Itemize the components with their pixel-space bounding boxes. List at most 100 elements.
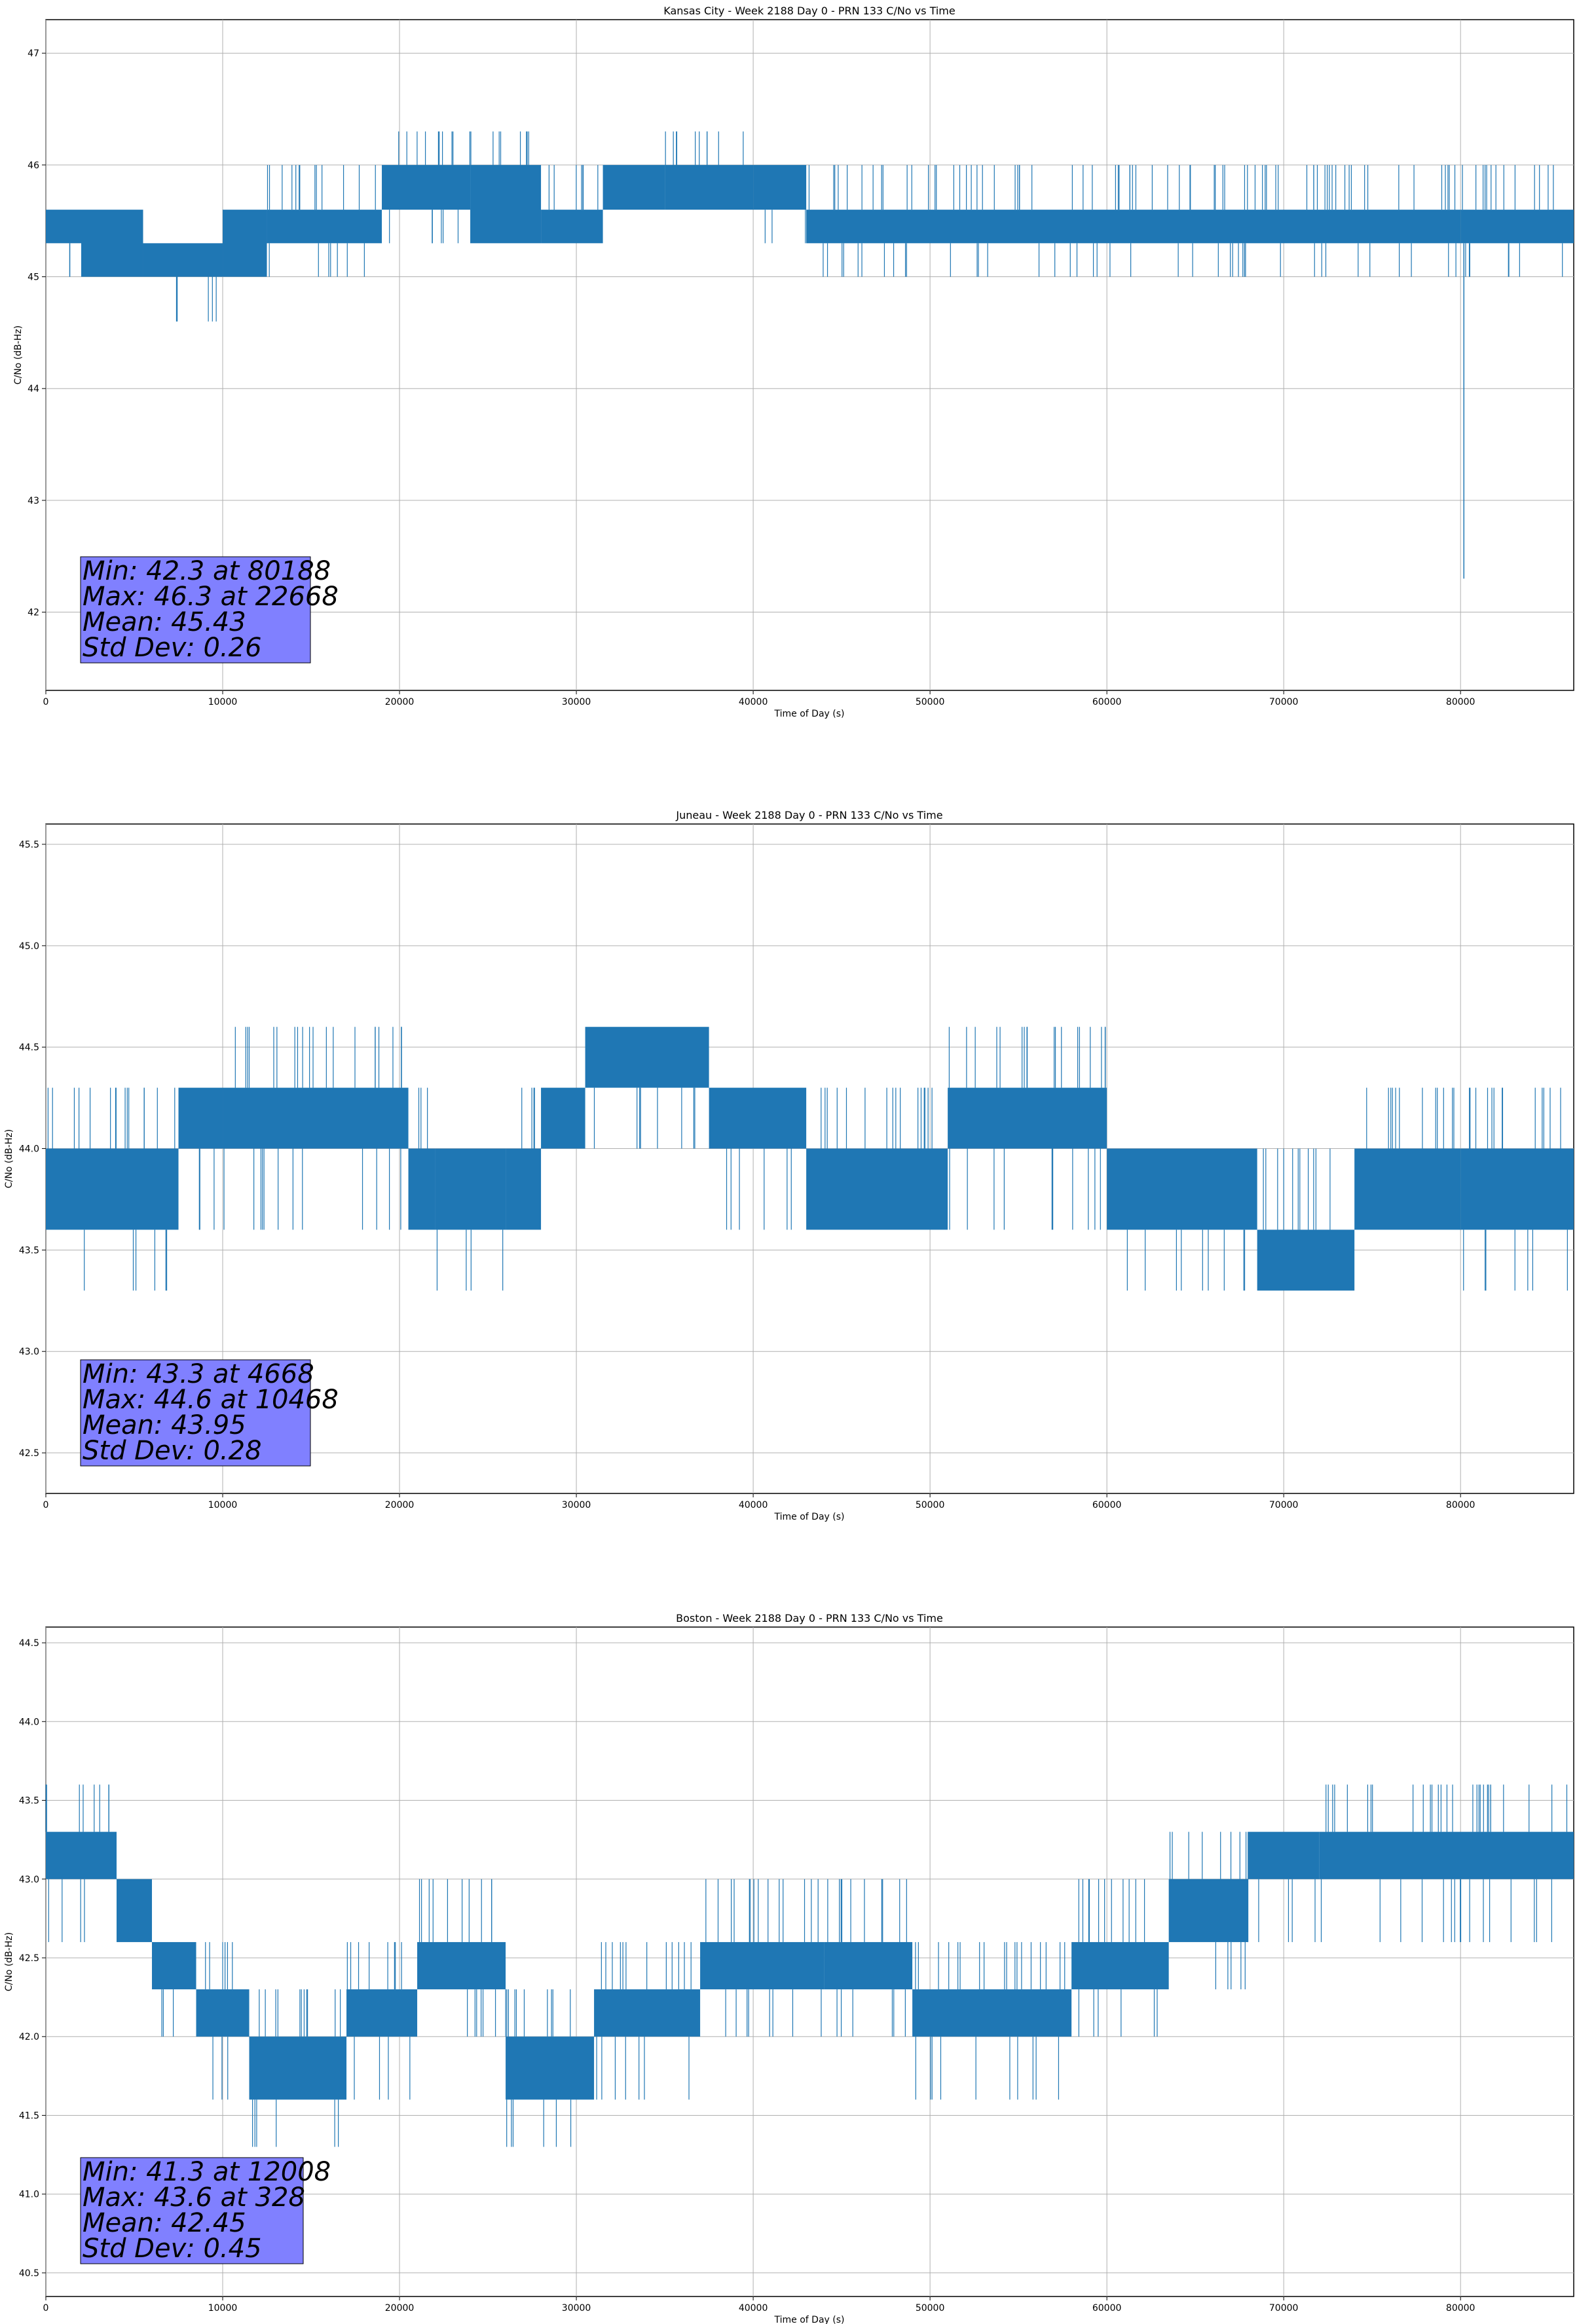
cno-band [1460,210,1574,244]
x-tick-label: 70000 [1269,2303,1299,2314]
x-tick-label: 0 [43,697,49,707]
x-tick-label: 80000 [1446,2303,1475,2314]
y-tick-label: 42.5 [19,1953,39,1964]
chart-title: Kansas City - Week 2188 Day 0 - PRN 133 … [663,5,955,17]
y-tick-label: 44.0 [19,1717,39,1727]
stats-std: Std Dev: 0.28 [83,1436,262,1466]
x-tick-label: 60000 [1092,1500,1122,1510]
y-tick-label: 42 [28,608,39,618]
x-tick-label: 80000 [1446,1500,1475,1510]
x-axis-label: Time of Day (s) [774,1512,845,1522]
x-tick-label: 10000 [208,2303,238,2314]
data-series [46,131,1574,579]
cno-band [223,210,267,277]
stats-std: Std Dev: 0.26 [83,633,262,663]
stats-box: Min: 41.3 at 12008 Max: 43.6 at 328 Mean… [80,2157,331,2264]
x-tick-label: 20000 [385,2303,415,2314]
x-tick-label: 30000 [562,2303,591,2314]
stats-box: Min: 43.3 at 4668 Max: 44.6 at 10468 Mea… [80,1359,339,1467]
cno-band [46,1831,117,1879]
cno-band [1319,1831,1574,1879]
cno-band [46,1148,82,1230]
cno-band [470,164,542,244]
stats-max: Max: 46.3 at 22668 [83,582,339,612]
cno-band [81,210,143,277]
x-tick-label: 70000 [1269,697,1299,707]
x-tick-label: 40000 [739,697,768,707]
x-tick-label: 0 [43,2303,49,2314]
cno-band [1460,1148,1574,1230]
x-tick-label: 10000 [208,697,238,707]
cno-band [143,243,223,277]
data-series [46,1026,1574,1291]
y-axis-label: C/No (dB-Hz) [4,1129,14,1188]
cno-band [408,1148,436,1230]
chart-juneau: Juneau - Week 2188 Day 0 - PRN 133 C/No … [4,809,1574,1522]
cno-band [1257,1229,1355,1291]
x-tick-label: 70000 [1269,1500,1299,1510]
chart-title: Juneau - Week 2188 Day 0 - PRN 133 C/No … [675,809,942,821]
cno-band [1071,1941,1169,1990]
cno-band [541,1087,585,1149]
tick-labels: 0 10000 20000 30000 40000 50000 60000 70000 8000… [19,840,1475,1510]
chart-title: Boston - Week 2188 Day 0 - PRN 133 C/No … [676,1612,943,1624]
y-tick-label: 45.0 [19,941,39,952]
cno-band [506,2036,595,2100]
y-tick-label: 41.5 [19,2110,39,2121]
cno-band [267,210,382,244]
cno-band [806,210,1461,244]
x-axis-label: Time of Day (s) [774,709,845,719]
x-tick-label: 60000 [1092,697,1122,707]
cno-band [506,1148,542,1230]
x-tick-label: 20000 [385,697,415,707]
cno-band [665,164,754,210]
y-tick-label: 43.5 [19,1245,39,1256]
stats-mean: Mean: 43.95 [83,1410,246,1440]
cno-band [417,1941,506,1990]
cno-band [824,1941,913,1990]
cno-band [382,164,471,210]
y-tick-label: 47 [28,48,39,59]
x-axis-label: Time of Day (s) [774,2315,845,2324]
cno-band [603,164,665,210]
stats-box-background [80,2157,304,2264]
chart-boston: Boston - Week 2188 Day 0 - PRN 133 C/No … [4,1612,1574,2324]
cno-band [346,1989,418,2037]
y-tick-label: 43.0 [19,1347,39,1357]
tick-labels: 0 10000 20000 30000 40000 50000 60000 70000 8000… [28,48,1475,707]
cno-band [709,1087,807,1149]
y-tick-label: 44.5 [19,1638,39,1649]
x-tick-label: 40000 [739,1500,768,1510]
stats-mean: Mean: 42.45 [83,2208,246,2238]
cno-band [223,1087,409,1149]
cno-band [81,1148,179,1230]
cno-band [594,1989,701,2037]
cno-band [1248,1831,1320,1879]
stats-max: Max: 44.6 at 10468 [83,1385,339,1415]
y-tick-label: 42.0 [19,2032,39,2042]
tick-labels: 0 10000 20000 30000 40000 50000 60000 70000 8000… [19,1638,1475,2314]
y-tick-label: 43.0 [19,1875,39,1885]
y-tick-label: 44.5 [19,1043,39,1053]
cno-band [585,1026,709,1088]
cno-band [753,164,807,210]
cno-band [1168,1879,1249,1942]
cno-band [948,1087,1107,1149]
chart-kansas-city: Kansas City - Week 2188 Day 0 - PRN 133 … [13,5,1574,719]
cno-band [700,1941,825,1990]
y-tick-label: 45.5 [19,840,39,850]
stats-max: Max: 43.6 at 328 [83,2183,305,2213]
x-tick-label: 30000 [562,1500,591,1510]
x-tick-label: 80000 [1446,697,1475,707]
y-tick-label: 43.5 [19,1796,39,1807]
x-tick-label: 0 [43,1500,49,1510]
cno-band [1107,1148,1257,1230]
x-tick-label: 20000 [385,1500,415,1510]
y-tick-label: 46 [28,160,39,171]
x-tick-label: 50000 [916,1500,945,1510]
stats-min: Min: 42.3 at 80188 [83,556,331,586]
y-tick-label: 40.5 [19,2268,39,2279]
y-tick-label: 42.5 [19,1448,39,1459]
cno-band [152,1941,196,1990]
